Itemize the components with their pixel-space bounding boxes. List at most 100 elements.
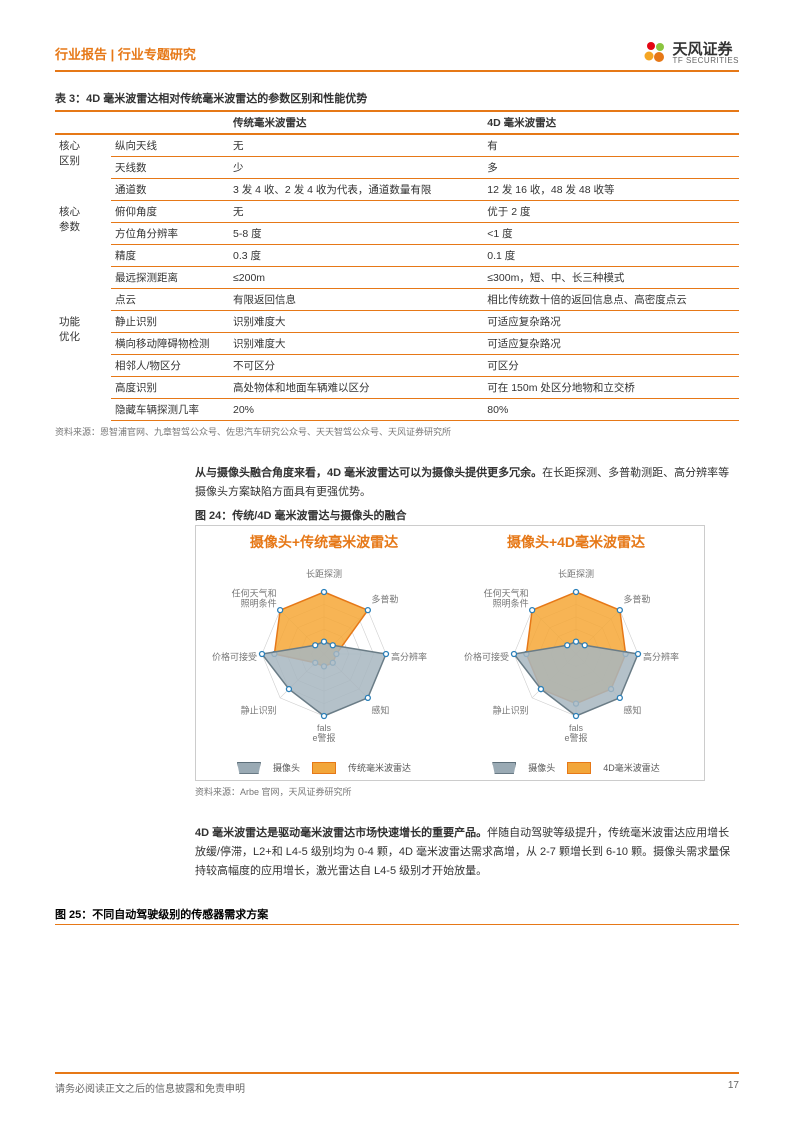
page-number: 17 (728, 1080, 739, 1095)
table3-cell: 优于 2 度 (483, 201, 739, 223)
table-row: 方位角分辨率5-8 度<1 度 (55, 223, 739, 245)
table-row: 精度0.3 度0.1 度 (55, 245, 739, 267)
table3: 传统毫米波雷达4D 毫米波雷达 核心区别纵向天线无有天线数少多通道数3 发 4 … (55, 110, 739, 421)
table3-cell: 相邻人/物区分 (111, 355, 229, 377)
svg-text:长距探测: 长距探测 (558, 568, 594, 579)
table3-cell: 识别难度大 (229, 333, 483, 355)
table3-cell: 可适应复杂路况 (483, 311, 739, 333)
logo: 天风证券 TF SECURITIES (642, 40, 739, 66)
svg-text:任何天气和照明条件: 任何天气和照明条件 (484, 588, 529, 609)
table3-cell: 少 (229, 157, 483, 179)
table-row: 通道数3 发 4 收、2 发 4 收为代表，通道数量有限12 发 16 收，48… (55, 179, 739, 201)
table3-col-2: 传统毫米波雷达 (229, 111, 483, 134)
radar-chart-A: 长距探测多普勒高分辨率感知 false警报 静止识别 价格可接受 任何天气和照明条件 (204, 554, 444, 754)
radar-chart-B: 长距探测多普勒高分辨率感知 false警报 静止识别 价格可接受 任何天气和照明条件 (456, 554, 696, 754)
paragraph-2: 4D 毫米波雷达是驱动毫米波雷达市场快速增长的重要产品。伴随自动驾驶等级提升，传… (195, 824, 739, 880)
header-rule (55, 70, 739, 72)
table3-cell: 最远探测距离 (111, 267, 229, 289)
logo-text-cn: 天风证券 (672, 42, 739, 57)
fig24-panelB-title: 摄像头+4D毫米波雷达 (456, 532, 696, 552)
table3-cell: <1 度 (483, 223, 739, 245)
table3-cell: 0.1 度 (483, 245, 739, 267)
table3-category: 功能优化 (55, 311, 111, 421)
table3-cell: 3 发 4 收、2 发 4 收为代表，通道数量有限 (229, 179, 483, 201)
fig25-title: 图 25：不同自动驾驶级别的传感器需求方案 (55, 906, 739, 922)
table-row: 隐藏车辆探测几率20%80% (55, 399, 739, 421)
table3-title: 表 3：4D 毫米波雷达相对传统毫米波雷达的参数区别和性能优势 (55, 90, 739, 106)
table-row: 核心参数俯仰角度无优于 2 度 (55, 201, 739, 223)
table3-cell: 横向移动障碍物检测 (111, 333, 229, 355)
table-row: 最远探测距离≤200m≤300m，短、中、长三种模式 (55, 267, 739, 289)
table-row: 横向移动障碍物检测识别难度大可适应复杂路况 (55, 333, 739, 355)
table3-cell: 多 (483, 157, 739, 179)
table3-cell: 有 (483, 134, 739, 157)
table3-cell: 5-8 度 (229, 223, 483, 245)
table3-col-0 (55, 111, 111, 134)
svg-text:价格可接受: 价格可接受 (464, 651, 509, 662)
paragraph-1: 从与摄像头融合角度来看，4D 毫米波雷达可以为摄像头提供更多冗余。在长距探测、多… (195, 464, 739, 501)
fig24-title: 图 24：传统/4D 毫米波雷达与摄像头的融合 (195, 507, 739, 523)
table3-cell: 高处物体和地面车辆难以区分 (229, 377, 483, 399)
svg-text:false警报: false警报 (312, 723, 335, 743)
table3-cell: 可适应复杂路况 (483, 333, 739, 355)
fig24-panelA-title: 摄像头+传统毫米波雷达 (204, 532, 444, 552)
table3-cell: 通道数 (111, 179, 229, 201)
svg-text:高分辨率: 高分辨率 (391, 651, 427, 662)
table3-cell: 无 (229, 134, 483, 157)
table3-cell: 有限返回信息 (229, 289, 483, 311)
table3-cell: 方位角分辨率 (111, 223, 229, 245)
table3-cell: 不可区分 (229, 355, 483, 377)
svg-text:多普勒: 多普勒 (623, 594, 650, 605)
footer-disclaimer: 请务必阅读正文之后的信息披露和免责申明 (55, 1080, 245, 1095)
table3-source: 资料来源：恩智浦官网、九章智驾公众号、佐思汽车研究公众号、天天智驾公众号、天风证… (55, 425, 739, 438)
table3-col-1 (111, 111, 229, 134)
table3-cell: 静止识别 (111, 311, 229, 333)
table3-category: 核心参数 (55, 201, 111, 311)
svg-text:感知: 感知 (371, 705, 389, 716)
table3-cell: ≤200m (229, 267, 483, 289)
svg-text:价格可接受: 价格可接受 (212, 651, 257, 662)
table3-cell: 12 发 16 收，48 发 48 收等 (483, 179, 739, 201)
svg-text:false警报: false警报 (564, 723, 587, 743)
table-row: 天线数少多 (55, 157, 739, 179)
fig24-panel: 摄像头+传统毫米波雷达 长距探测多普勒高分辨率感知 false警报 静止识别 价格可接… (195, 525, 705, 781)
table3-cell: 0.3 度 (229, 245, 483, 267)
svg-text:长距探测: 长距探测 (306, 568, 342, 579)
table3-cell: 高度识别 (111, 377, 229, 399)
table3-cell: 识别难度大 (229, 311, 483, 333)
table3-cell: 可区分 (483, 355, 739, 377)
table3-cell: 可在 150m 处区分地物和立交桥 (483, 377, 739, 399)
logo-text-en: TF SECURITIES (672, 57, 739, 65)
svg-text:高分辨率: 高分辨率 (643, 651, 679, 662)
table3-cell: 点云 (111, 289, 229, 311)
fig25-rule (55, 924, 739, 925)
table3-category: 核心区别 (55, 134, 111, 201)
table-row: 核心区别纵向天线无有 (55, 134, 739, 157)
footer: 请务必阅读正文之后的信息披露和免责申明 17 (55, 1072, 739, 1095)
svg-text:任何天气和照明条件: 任何天气和照明条件 (232, 588, 277, 609)
table-row: 高度识别高处物体和地面车辆难以区分可在 150m 处区分地物和立交桥 (55, 377, 739, 399)
svg-text:静止识别: 静止识别 (241, 705, 277, 716)
table3-cell: 俯仰角度 (111, 201, 229, 223)
table3-cell: 20% (229, 399, 483, 421)
table3-col-3: 4D 毫米波雷达 (483, 111, 739, 134)
svg-text:多普勒: 多普勒 (371, 594, 398, 605)
logo-icon (642, 40, 668, 66)
svg-text:感知: 感知 (623, 705, 641, 716)
table3-cell: 精度 (111, 245, 229, 267)
header-breadcrumb: 行业报告 | 行业专题研究 (55, 44, 196, 63)
table-row: 功能优化静止识别识别难度大可适应复杂路况 (55, 311, 739, 333)
fig24-source: 资料来源：Arbe 官网，天风证券研究所 (195, 785, 739, 798)
fig24-legendB: 摄像头 4D毫米波雷达 (456, 761, 696, 774)
table-row: 点云有限返回信息相比传统数十倍的返回信息点、高密度点云 (55, 289, 739, 311)
table3-cell: 纵向天线 (111, 134, 229, 157)
table3-cell: 80% (483, 399, 739, 421)
fig24-legendA: 摄像头 传统毫米波雷达 (204, 761, 444, 774)
table3-cell: 隐藏车辆探测几率 (111, 399, 229, 421)
table3-cell: 无 (229, 201, 483, 223)
table3-cell: 相比传统数十倍的返回信息点、高密度点云 (483, 289, 739, 311)
table3-cell: 天线数 (111, 157, 229, 179)
table3-cell: ≤300m，短、中、长三种模式 (483, 267, 739, 289)
svg-text:静止识别: 静止识别 (493, 705, 529, 716)
table-row: 相邻人/物区分不可区分可区分 (55, 355, 739, 377)
